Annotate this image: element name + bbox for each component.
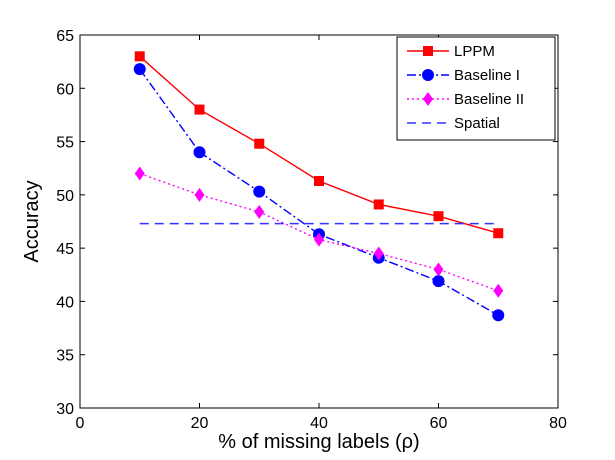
legend-label-0: LPPM — [454, 43, 495, 60]
data-point-s0-3 — [314, 176, 324, 187]
y-tick-label-2: 40 — [56, 294, 74, 311]
y-tick-label-6: 60 — [56, 81, 74, 98]
data-point-s1-0 — [133, 63, 146, 76]
data-point-s0-0 — [134, 51, 145, 62]
legend-marker-1 — [422, 69, 434, 81]
data-point-s2-3 — [314, 232, 324, 247]
data-point-s2-1 — [194, 187, 205, 202]
data-point-s0-6 — [493, 228, 504, 239]
data-point-s0-4 — [373, 199, 384, 210]
y-tick-label-5: 55 — [56, 135, 74, 152]
y-tick-label-4: 50 — [56, 188, 74, 205]
data-point-s1-2 — [253, 185, 266, 198]
data-point-s2-0 — [134, 166, 145, 181]
data-point-s1-6 — [492, 309, 505, 322]
legend-marker-2 — [423, 92, 433, 106]
axes: 0 20 40 60 80 30 35 40 45 50 55 60 65 — [56, 28, 567, 432]
y-tick-label-7: 65 — [56, 28, 74, 45]
x-axis-title: % of missing labels (ρ) — [218, 431, 419, 453]
y-tick-label-1: 35 — [56, 348, 74, 365]
y-tick-label-0: 30 — [56, 401, 74, 418]
x-tick-label-4: 80 — [549, 415, 567, 432]
x-tick-label-2: 40 — [310, 415, 328, 432]
x-tick-label-1: 20 — [191, 415, 209, 432]
data-point-s2-6 — [493, 283, 504, 298]
legend-marker-0 — [423, 46, 433, 56]
y-axis-title: Accuracy — [21, 180, 43, 262]
legend-label-3: Spatial — [454, 115, 500, 132]
legend: LPPM Baseline I Baseline II Spatial — [396, 36, 556, 141]
legend-label-1: Baseline I — [454, 67, 520, 84]
legend-label-2: Baseline II — [454, 91, 524, 108]
y-tick-label-3: 45 — [56, 241, 74, 258]
data-point-s2-5 — [433, 262, 444, 277]
plot-area — [133, 51, 505, 322]
data-point-s2-4 — [373, 246, 384, 261]
data-point-s0-5 — [433, 211, 444, 222]
data-point-s1-1 — [193, 146, 206, 159]
data-point-s1-5 — [432, 275, 445, 288]
data-point-s2-2 — [254, 204, 265, 219]
data-point-s0-2 — [254, 138, 265, 149]
data-point-s0-1 — [194, 104, 205, 115]
x-tick-label-3: 60 — [430, 415, 448, 432]
x-tick-label-0: 0 — [76, 415, 85, 432]
